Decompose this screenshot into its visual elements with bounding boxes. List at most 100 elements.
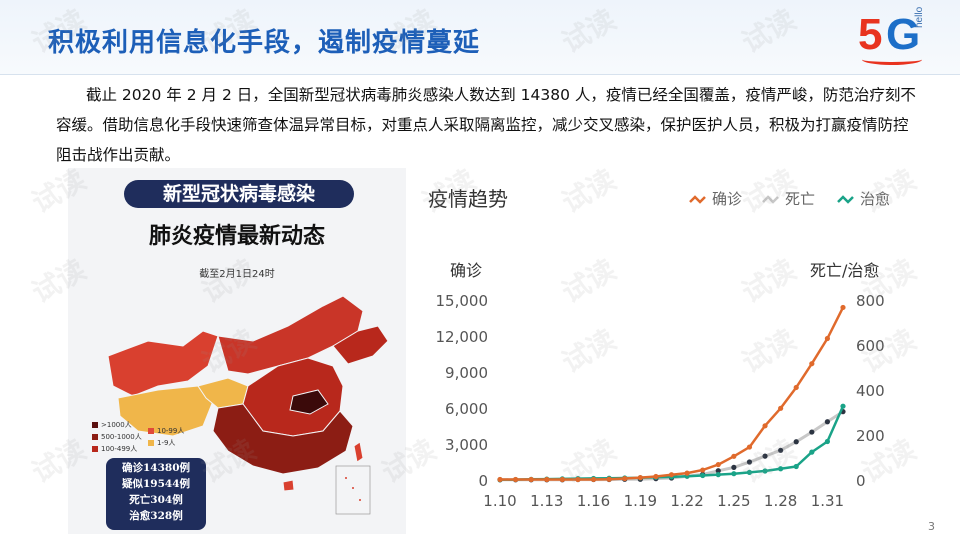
series-point-2 — [762, 468, 768, 474]
legend-line-1 — [762, 195, 779, 204]
legend-item: 100-499人 — [92, 444, 137, 454]
legend-label: 100-499人 — [101, 445, 138, 453]
series-point-0 — [684, 470, 690, 476]
y-tick-right: 600 — [856, 337, 885, 355]
y-tick-left: 6,000 — [445, 400, 488, 418]
series-point-0 — [824, 335, 831, 342]
series-point-0 — [544, 476, 550, 483]
map-region-south — [212, 403, 354, 475]
stat-deaths: 死亡304例 — [129, 494, 183, 506]
series-point-2 — [824, 438, 831, 445]
china-map — [107, 295, 389, 515]
series-point-0 — [637, 475, 643, 481]
series-point-0 — [606, 476, 612, 482]
series-point-0 — [497, 476, 503, 483]
series-point-0 — [793, 384, 799, 391]
y-tick-left: 3,000 — [445, 436, 488, 454]
series-point-1 — [762, 453, 768, 459]
series-point-0 — [590, 476, 597, 483]
series-point-0 — [715, 461, 721, 468]
series-point-0 — [731, 453, 737, 459]
legend-swatch — [92, 434, 98, 440]
map-header-2: 肺炎疫情最新动态 — [148, 223, 325, 249]
x-tick: 1.13 — [530, 492, 563, 510]
series-point-1 — [778, 447, 784, 453]
y-tick-right: 0 — [856, 472, 866, 490]
series-point-0 — [762, 423, 768, 429]
x-tick: 1.31 — [811, 492, 844, 510]
x-tick: 1.19 — [624, 492, 657, 510]
logo-swoosh — [862, 54, 922, 65]
stats-box: 确诊14380例 疑似19544例 死亡304例 治愈328例 — [106, 458, 206, 530]
page-number: 3 — [928, 520, 935, 533]
legend-label-2: 治愈 — [860, 190, 890, 208]
y-tick-right: 800 — [856, 292, 885, 310]
series-point-1 — [824, 419, 831, 425]
legend-label: 10-99人 — [157, 427, 185, 435]
legend-label: 1-9人 — [157, 439, 176, 447]
series-point-1 — [715, 468, 721, 474]
series-point-0 — [622, 475, 628, 482]
legend-item: >1000人 — [92, 420, 132, 430]
map-date-note: 截至2月1日24时 — [199, 269, 275, 280]
series-point-0 — [840, 304, 846, 311]
y-tick-left: 0 — [478, 472, 488, 490]
legend-item: 500-1000人 — [92, 432, 142, 442]
5g-hello-logo: 5 G hello — [858, 6, 942, 66]
x-tick: 1.10 — [483, 492, 516, 510]
y-axis-right-label: 死亡/治愈 — [810, 261, 879, 280]
stat-cured: 治愈328例 — [129, 510, 183, 522]
y-ticks: 0 3,000 6,000 9,000 12,000 15,000 0 200 400 600 80… — [436, 292, 885, 490]
series-point-0 — [746, 444, 753, 450]
series-point-2 — [809, 449, 815, 455]
series-point-0 — [700, 467, 706, 473]
series-point-1 — [731, 464, 737, 470]
series-group — [497, 304, 846, 483]
slide-title: 积极利用信息化手段，遏制疫情蔓延 — [48, 28, 481, 58]
map-region-hubei — [289, 389, 329, 415]
y-tick-right: 400 — [856, 382, 885, 400]
series-point-2 — [700, 472, 706, 479]
series-line-1 — [500, 410, 844, 482]
series-point-2 — [793, 463, 799, 470]
series-point-0 — [559, 476, 565, 483]
legend-swatch — [92, 422, 98, 428]
logo-hello: hello — [914, 6, 925, 28]
legend-swatch — [148, 428, 154, 434]
legend-item: 10-99人 — [148, 426, 184, 436]
legend-label-0: 确诊 — [712, 190, 742, 208]
series-point-2 — [715, 472, 721, 478]
y-tick-right: 200 — [856, 427, 885, 445]
series-point-1 — [809, 429, 815, 435]
series-point-0 — [653, 473, 659, 480]
series-point-0 — [528, 476, 534, 483]
series-point-0 — [778, 405, 784, 411]
legend-label: >1000人 — [101, 421, 132, 429]
legend-line-0 — [689, 195, 706, 204]
legend-label: 500-1000人 — [101, 433, 142, 441]
body-paragraph: 截止 2020 年 2 月 2 日，全国新型冠状病毒肺炎感染人数达到 14380… — [56, 86, 916, 164]
map-header-1: 新型冠状病毒感染 — [124, 180, 354, 208]
series-point-1 — [746, 459, 753, 465]
legend-swatch — [148, 440, 154, 446]
y-tick-left: 12,000 — [436, 328, 489, 346]
map-region-tibet — [117, 385, 214, 437]
series-point-2 — [778, 466, 784, 472]
south-sea-inset — [335, 465, 371, 515]
logo-5: 5 — [858, 10, 883, 59]
map-region-taiwan — [353, 441, 364, 463]
chart-title: 疫情趋势 — [428, 187, 508, 211]
legend-label-1: 死亡 — [785, 190, 815, 208]
stat-confirmed: 确诊14380例 — [121, 462, 191, 474]
logo-g: G — [886, 10, 921, 59]
x-tick: 1.28 — [764, 492, 797, 510]
title-bar: 积极利用信息化手段，遏制疫情蔓延 5 G hello — [0, 0, 960, 75]
series-point-1 — [793, 439, 799, 445]
chart-legend: 确诊 死亡 治愈 — [689, 190, 890, 208]
series-line-0 — [500, 306, 845, 481]
series-point-0 — [809, 361, 815, 367]
epidemic-map-panel: 新型冠状病毒感染 肺炎疫情最新动态 截至2月1日24时 >1000人 10-99… — [68, 168, 406, 534]
legend-item: 1-9人 — [148, 438, 175, 448]
stat-suspected: 疑似19544例 — [121, 478, 191, 490]
